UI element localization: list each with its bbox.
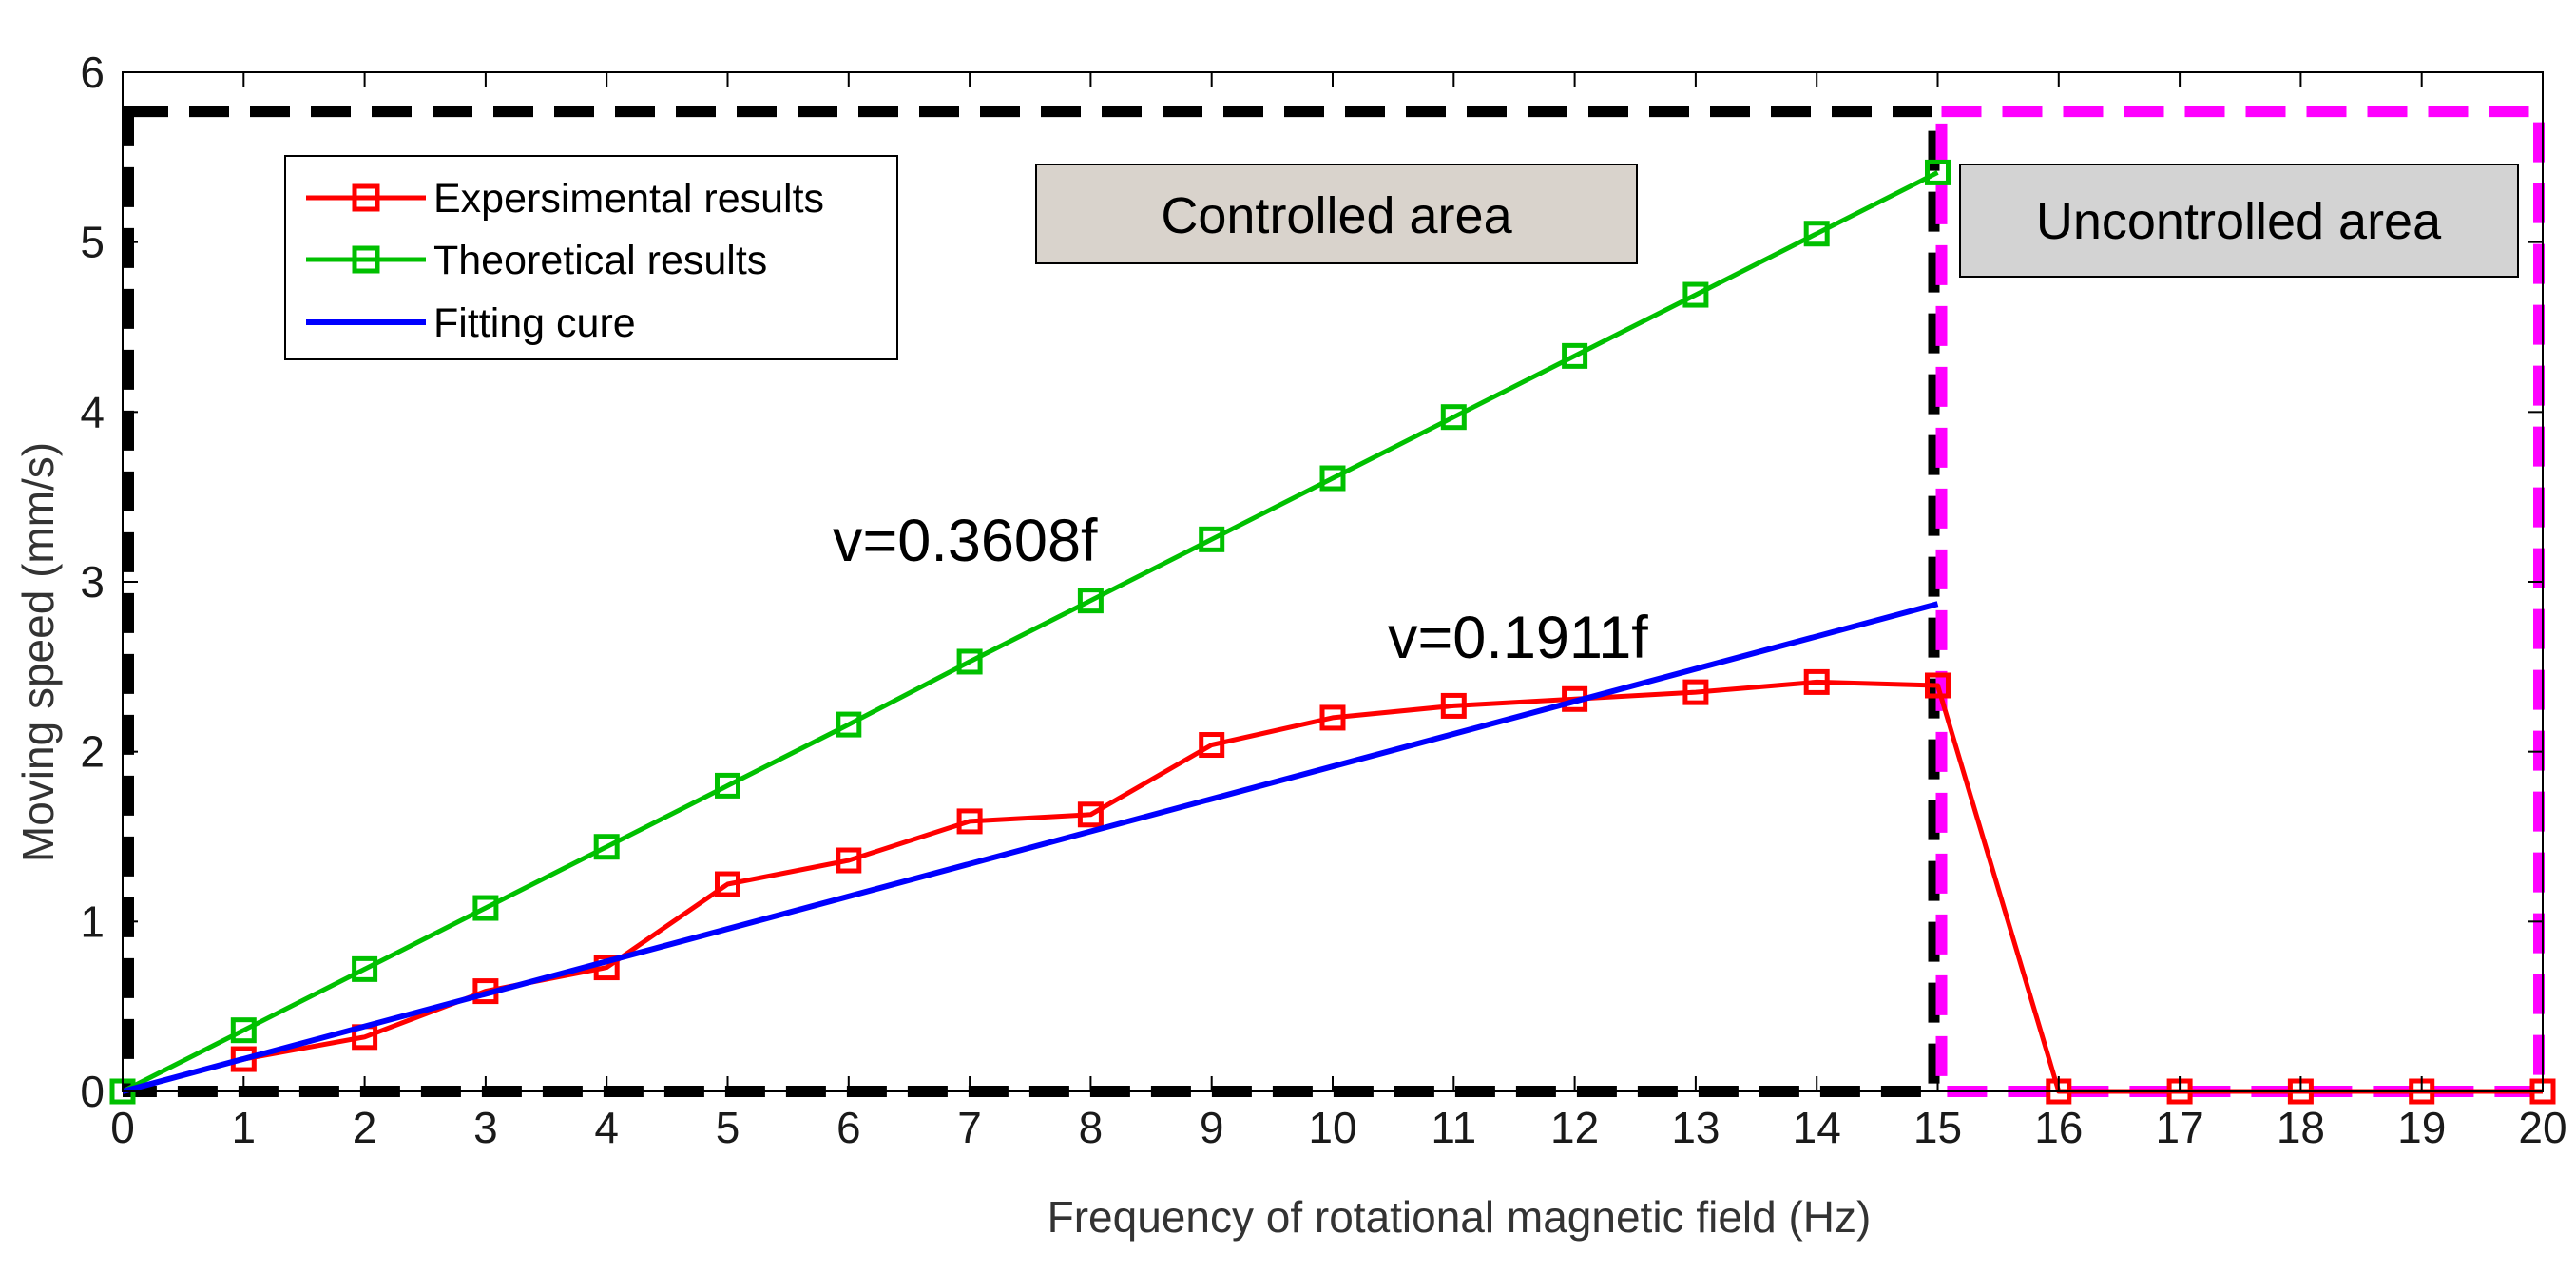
legend-label-fitting: Fitting cure <box>433 300 636 346</box>
data-point-experimental <box>1319 704 1346 731</box>
x-tick-label: 8 <box>1079 1103 1104 1152</box>
x-tick-label: 18 <box>2277 1103 2325 1152</box>
data-point-theoretical <box>1440 404 1467 431</box>
data-point-theoretical <box>593 834 620 860</box>
x-tick-label: 5 <box>716 1103 740 1152</box>
x-tick-label: 12 <box>1550 1103 1599 1152</box>
data-point-experimental <box>593 955 620 981</box>
annotation-theoretical-fit: v=0.3608f <box>833 508 1098 574</box>
data-point-theoretical <box>1077 588 1104 614</box>
y-tick-label: 0 <box>80 1067 105 1116</box>
legend: Expersimental results Theoretical result… <box>284 155 898 360</box>
data-point-theoretical <box>1562 342 1588 369</box>
data-point-theoretical <box>836 711 862 738</box>
legend-entry-fitting: Fitting cure <box>306 300 636 346</box>
x-tick-label: 13 <box>1671 1103 1720 1152</box>
annotation-experimental-fit: v=0.1911f <box>1388 605 1648 671</box>
x-tick-label: 15 <box>1913 1103 1962 1152</box>
data-point-theoretical <box>1319 465 1346 492</box>
data-point-experimental <box>956 808 983 835</box>
data-point-theoretical <box>352 955 378 982</box>
legend-entry-experimental: Expersimental results <box>306 176 824 222</box>
uncontrolled-area-label-text: Uncontrolled area <box>2036 193 2442 250</box>
data-point-theoretical <box>230 1017 257 1044</box>
x-tick-label: 0 <box>110 1103 135 1152</box>
data-point-experimental <box>715 871 740 897</box>
x-tick-label: 20 <box>2518 1103 2566 1152</box>
y-tick-label: 6 <box>80 48 105 97</box>
legend-marker-theoretical <box>352 245 380 274</box>
y-tick-label: 3 <box>80 557 105 607</box>
data-point-experimental <box>1199 732 1225 759</box>
controlled-area-label: Controlled area <box>1035 164 1638 264</box>
x-axis-title: Frequency of rotational magnetic field (… <box>1048 1192 1872 1242</box>
legend-entry-theoretical: Theoretical results <box>306 238 767 283</box>
data-point-experimental <box>1925 672 1951 699</box>
data-point-experimental <box>1803 668 1830 695</box>
data-point-theoretical <box>472 895 499 921</box>
x-tick-label: 19 <box>2397 1103 2446 1152</box>
data-point-theoretical <box>1682 281 1709 308</box>
data-point-theoretical <box>956 648 983 675</box>
x-tick-label: 14 <box>1793 1103 1841 1152</box>
legend-label-experimental: Expersimental results <box>433 176 824 222</box>
data-point-theoretical <box>1803 221 1830 247</box>
legend-marker-experimental <box>352 183 380 212</box>
series-line-theoretical <box>121 170 1939 1094</box>
controlled-area-label-text: Controlled area <box>1161 187 1512 244</box>
x-tick-label: 2 <box>353 1103 377 1152</box>
data-point-theoretical <box>1925 159 1951 185</box>
data-point-theoretical <box>715 772 740 799</box>
y-tick-label: 5 <box>80 218 105 267</box>
legend-label-theoretical: Theoretical results <box>433 238 767 283</box>
x-tick-label: 6 <box>836 1103 861 1152</box>
data-point-theoretical <box>1199 526 1225 552</box>
x-tick-label: 16 <box>2034 1103 2083 1152</box>
data-point-experimental <box>1077 801 1104 828</box>
x-tick-label: 1 <box>232 1103 257 1152</box>
x-tick-label: 9 <box>1200 1103 1224 1152</box>
x-tick-label: 10 <box>1308 1103 1356 1152</box>
y-tick-label: 2 <box>80 727 105 777</box>
axes-layer <box>122 71 2544 1092</box>
uncontrolled-area-label-box <box>1959 164 2519 278</box>
data-point-experimental <box>1682 679 1709 705</box>
data-point-experimental <box>1440 692 1467 719</box>
x-tick-label: 17 <box>2156 1103 2204 1152</box>
data-point-experimental <box>836 847 862 874</box>
x-tick-label: 3 <box>473 1103 498 1152</box>
y-tick-label: 1 <box>80 897 105 946</box>
x-tick-label: 11 <box>1431 1103 1476 1152</box>
uncontrolled-area-label: Uncontrolled area <box>1959 164 2519 278</box>
series-line-fitting <box>122 601 1939 1094</box>
x-tick-label: 4 <box>594 1103 619 1152</box>
y-axis-title: Moving speed (mm/s) <box>13 442 63 862</box>
x-tick-label: 7 <box>957 1103 982 1152</box>
y-tick-label: 4 <box>80 387 105 436</box>
controlled-area-label-box <box>1035 164 1638 264</box>
